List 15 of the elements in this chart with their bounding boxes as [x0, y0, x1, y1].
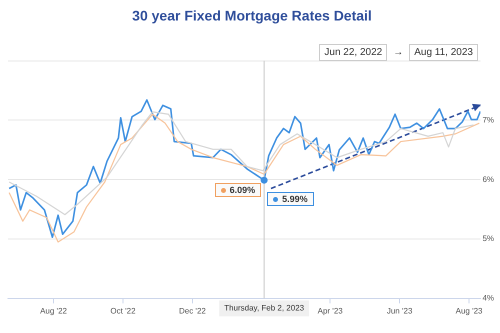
- y-tick-label: 5%: [482, 234, 494, 244]
- annotation: 5.99%: [282, 194, 308, 204]
- x-tick-label: Aug '22: [40, 306, 68, 316]
- y-tick-label: 7%: [482, 115, 494, 124]
- y-tick-label: 6%: [482, 174, 494, 184]
- x-tick-label: Dec '22: [178, 306, 206, 316]
- x-tick-label: Jun '23: [386, 306, 413, 316]
- text: Jun 22, 2022 → Aug 11, 2023: [323, 46, 474, 60]
- ref-line-label: Thursday, Feb 2, 2023: [224, 304, 305, 313]
- x-tick-label: Apr '23: [318, 306, 344, 316]
- chart-title: 30 year Fixed Mortgage Rates Detail: [132, 7, 372, 24]
- x-tick-label: Aug '23: [456, 306, 484, 316]
- annotation: 6.09%: [230, 185, 256, 196]
- y-tick-label: 4%: [482, 294, 494, 303]
- x-tick-label: Oct '22: [110, 306, 136, 316]
